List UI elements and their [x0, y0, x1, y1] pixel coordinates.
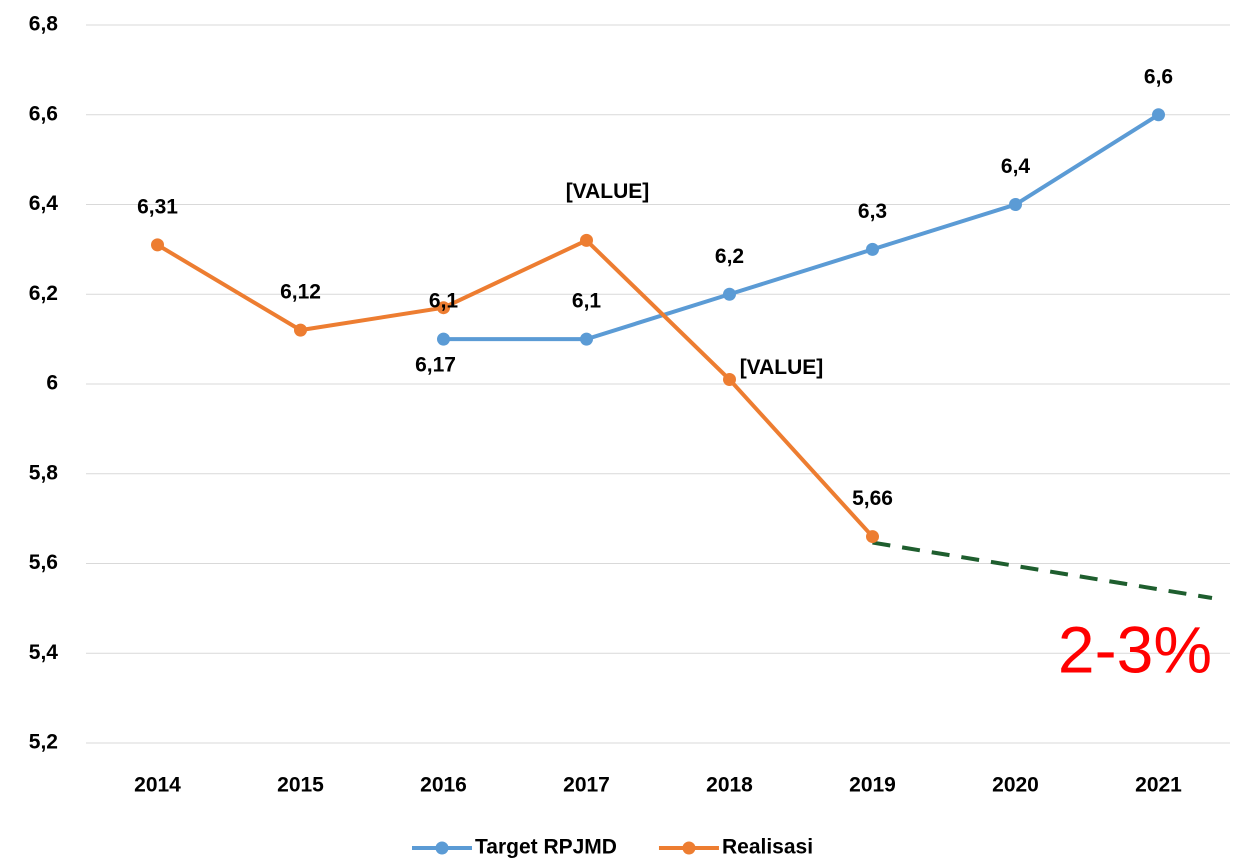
data-point	[1152, 108, 1165, 122]
x-tick-label: 2021	[1135, 774, 1182, 797]
legend-label: Realisasi	[722, 836, 813, 859]
x-tick-label: 2016	[420, 774, 467, 797]
legend-marker	[682, 841, 696, 855]
series-line	[156, 238, 874, 538]
x-tick-label: 2020	[992, 774, 1039, 797]
y-tick-label: 5,2	[29, 731, 58, 754]
y-tick-label: 6,8	[29, 13, 59, 36]
data-label: 6,31	[137, 195, 178, 218]
x-tick-label: 2015	[277, 774, 324, 797]
x-tick-label: 2019	[849, 774, 896, 797]
data-label: 6,3	[858, 200, 887, 223]
data-label: [VALUE]	[740, 356, 824, 379]
legend-label: Target RPJMD	[475, 836, 617, 859]
data-label: 6,2	[715, 245, 744, 268]
y-tick-label: 5,6	[29, 551, 58, 574]
data-point	[866, 242, 879, 256]
series-line	[443, 113, 1160, 342]
y-tick-label: 6,2	[29, 282, 58, 305]
data-label: 6,4	[1001, 155, 1031, 178]
y-tick-label: 5,8	[29, 461, 59, 484]
data-point	[723, 287, 736, 301]
y-tick-label: 5,4	[29, 641, 59, 664]
data-point	[437, 301, 450, 315]
annotation: 2-3%	[1058, 612, 1212, 686]
y-tick-label: 6,4	[29, 192, 59, 215]
data-point	[866, 530, 879, 544]
data-point	[580, 233, 593, 247]
x-tick-label: 2014	[134, 774, 181, 797]
x-tick-label: 2017	[563, 774, 610, 797]
data-label: 6,6	[1144, 65, 1173, 88]
data-label: 6,17	[415, 353, 456, 376]
y-tick-label: 6	[46, 372, 58, 395]
y-tick-label: 6,6	[29, 102, 58, 125]
data-point	[437, 332, 450, 346]
x-tick-label: 2018	[706, 774, 753, 797]
data-point	[294, 323, 307, 337]
data-label: 6,1	[429, 290, 459, 313]
data-label: 6,12	[280, 281, 321, 304]
data-label: 5,66	[852, 487, 893, 510]
data-point	[1009, 198, 1022, 211]
legend-marker	[435, 841, 449, 855]
data-point	[723, 373, 736, 387]
data-point	[580, 332, 593, 346]
data-point	[151, 238, 164, 252]
data-label: [VALUE]	[566, 180, 650, 203]
projection-line	[872, 540, 1213, 600]
data-label: 6,1	[572, 290, 602, 313]
